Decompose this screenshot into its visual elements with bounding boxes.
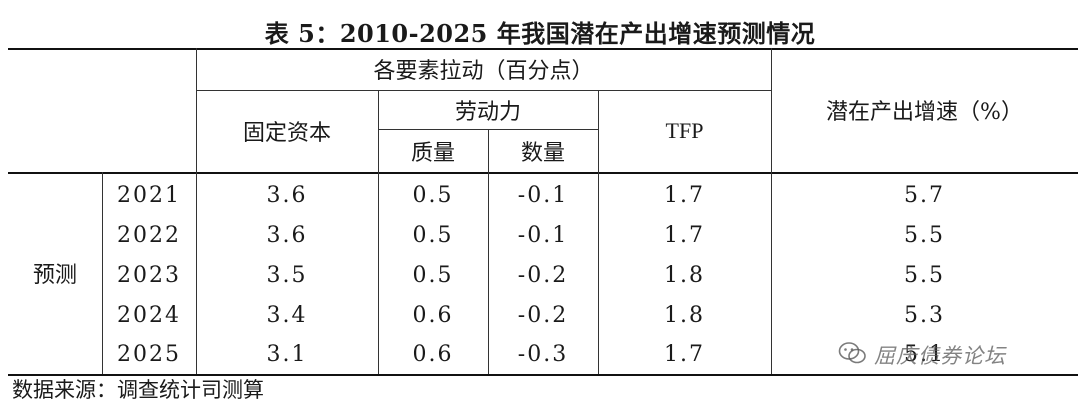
cell-fixed-capital: 3.6 <box>266 182 308 208</box>
watermark: 屈庆债券论坛 <box>838 340 1006 370</box>
cell-labor-quantity: -0.2 <box>517 302 569 328</box>
header-fixed-capital: 固定资本 <box>242 121 331 146</box>
header-labor: 劳动力 <box>454 99 521 125</box>
col-divider <box>102 172 103 374</box>
cell-labor-quality: 0.5 <box>412 182 454 208</box>
cell-growth: 5.7 <box>904 182 945 208</box>
col-divider <box>378 90 379 172</box>
col-divider <box>598 172 599 374</box>
col-divider <box>488 129 489 172</box>
wechat-icon <box>838 341 868 369</box>
cell-labor-quantity: -0.3 <box>517 342 569 367</box>
cell-labor-quality: 0.6 <box>412 342 454 367</box>
header-labor-quality: 质量 <box>410 140 455 166</box>
cell-labor-quality: 0.5 <box>412 222 454 248</box>
top-rule <box>8 48 1078 50</box>
col-divider <box>771 48 772 172</box>
cell-tfp: 1.8 <box>664 262 705 288</box>
cell-growth: 5.5 <box>904 222 945 248</box>
cell-tfp: 1.8 <box>664 302 705 328</box>
cell-fixed-capital: 3.1 <box>266 342 308 367</box>
cell-fixed-capital: 3.6 <box>266 222 308 248</box>
group-underline <box>196 90 771 91</box>
col-divider <box>598 90 599 172</box>
col-divider <box>196 48 197 172</box>
cell-fixed-capital: 3.4 <box>266 302 308 328</box>
col-divider <box>771 172 772 374</box>
header-labor-quantity: 数量 <box>520 140 565 166</box>
cell-tfp: 1.7 <box>664 182 705 208</box>
col-divider <box>378 172 379 374</box>
header-potential-growth: 潜在产出增速（%） <box>826 100 1023 125</box>
cell-labor-quality: 0.6 <box>412 302 454 328</box>
cell-growth: 5.3 <box>904 302 945 328</box>
cell-year: 2025 <box>117 342 181 367</box>
cell-growth: 5.1 <box>904 342 945 367</box>
cell-year: 2023 <box>117 262 181 288</box>
watermark-text: 屈庆债券论坛 <box>874 344 1006 368</box>
header-bottom-rule <box>8 172 1078 174</box>
header-tfp: TFP <box>665 118 704 143</box>
cell-labor-quantity: -0.1 <box>517 222 569 248</box>
cell-year: 2021 <box>117 182 181 208</box>
cell-labor-quantity: -0.2 <box>517 262 569 288</box>
data-source-note: 数据来源：调查统计司测算 <box>12 378 264 402</box>
cell-labor-quantity: -0.1 <box>517 182 569 208</box>
cell-fixed-capital: 3.5 <box>266 262 308 288</box>
table-title: 表 5：2010-2025 年我国潜在产出增速预测情况 <box>264 19 816 48</box>
bottom-rule <box>8 374 1078 376</box>
cell-year: 2024 <box>117 302 181 328</box>
cell-tfp: 1.7 <box>664 342 705 367</box>
header-factor-contribution: 各要素拉动（百分点） <box>373 59 594 84</box>
col-divider <box>196 172 197 374</box>
cell-tfp: 1.7 <box>664 222 705 248</box>
cell-labor-quality: 0.5 <box>412 262 454 288</box>
row-group-forecast: 预测 <box>32 263 77 288</box>
col-divider <box>488 172 489 374</box>
cell-year: 2022 <box>117 222 181 248</box>
cell-growth: 5.5 <box>904 262 945 288</box>
